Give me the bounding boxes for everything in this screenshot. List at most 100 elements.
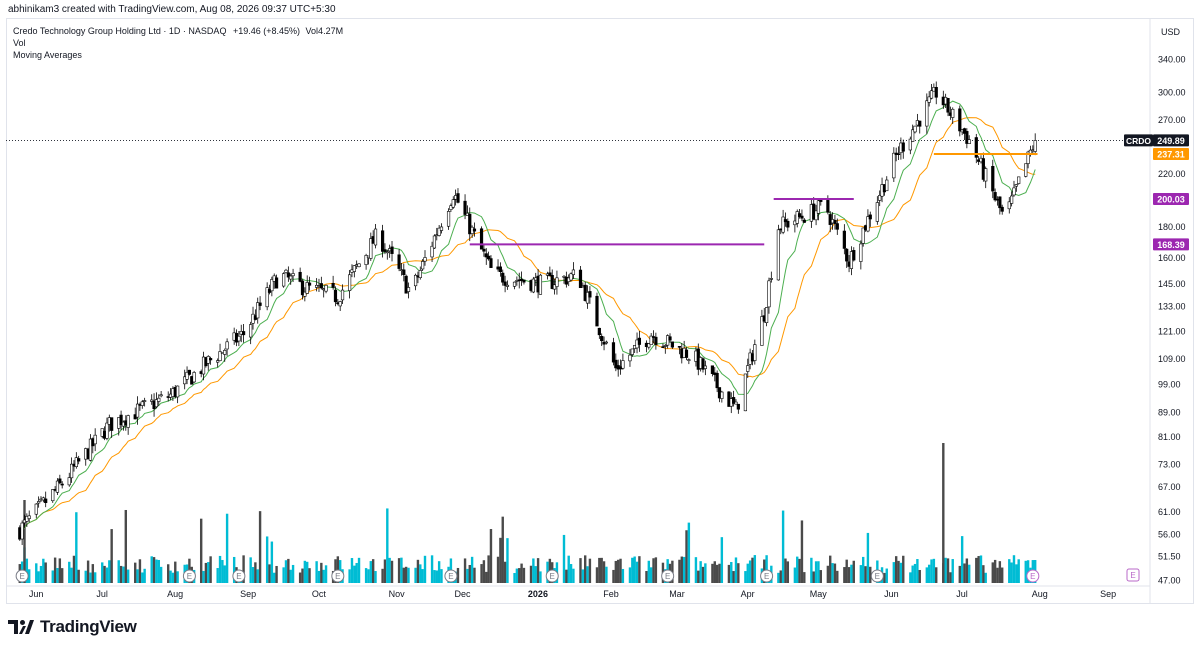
- volume-bar: [430, 555, 434, 583]
- volume-bar: [468, 564, 471, 583]
- candle-body: [588, 291, 592, 298]
- volume-bar: [60, 568, 64, 583]
- volume-bar: [744, 571, 747, 583]
- volume-bar: [77, 569, 80, 583]
- candle-body: [934, 86, 938, 98]
- y-tick-label: 89.00: [1158, 407, 1181, 417]
- candle-body: [55, 480, 60, 493]
- volume-bar: [843, 567, 846, 583]
- volume-bar: [75, 512, 78, 583]
- tradingview-brand: TradingView: [40, 617, 137, 636]
- volume-bar: [503, 561, 507, 583]
- volume-bar: [711, 563, 714, 583]
- volume-bar: [819, 570, 822, 583]
- y-tick-label: 47.00: [1158, 576, 1181, 586]
- candle-body: [225, 341, 229, 350]
- volume-bar: [122, 566, 125, 583]
- volume-bar: [159, 566, 163, 583]
- volume-bar: [463, 558, 467, 583]
- earnings-marker-label: E: [875, 572, 880, 581]
- earnings-marker-icon: [232, 569, 246, 583]
- x-tick-label: Sep: [240, 589, 256, 599]
- candle-body: [305, 282, 309, 294]
- earnings-marker-icon: [331, 569, 345, 583]
- volume-bar: [965, 558, 969, 583]
- volume-bar: [913, 563, 917, 583]
- candle-body: [265, 287, 269, 308]
- candle-body: [819, 199, 823, 202]
- price-tag-value: 237.31: [1157, 150, 1185, 160]
- x-tick-label: Jun: [29, 589, 44, 599]
- earnings-marker-icon: [15, 569, 29, 583]
- price-tag-bg: [1153, 193, 1189, 206]
- volume-bar: [831, 563, 834, 583]
- legend-main[interactable]: Credo Technology Group Holding Ltd · 1D …: [13, 26, 343, 37]
- legend-title: Credo Technology Group Holding Ltd · 1D …: [13, 26, 227, 36]
- volume-bar: [353, 565, 356, 583]
- volume-bar: [751, 557, 754, 583]
- legend-change: +19.46 (+8.45%): [232, 26, 301, 36]
- candle-body: [951, 108, 955, 118]
- y-tick-label: 180.00: [1158, 222, 1186, 232]
- legend-volume: Vol4.27M: [305, 26, 344, 36]
- y-tick-label: 160.00: [1158, 253, 1186, 263]
- volume-bar: [489, 529, 493, 583]
- candle-body: [185, 371, 189, 380]
- volume-bar: [315, 561, 318, 583]
- candle-body: [654, 336, 658, 345]
- volume-bar: [437, 561, 441, 583]
- volume-bar: [108, 560, 111, 583]
- volume-bar: [416, 559, 420, 583]
- volume-bar: [423, 555, 427, 583]
- volume-bar: [381, 568, 384, 583]
- volume-bar: [176, 571, 179, 583]
- volume-bar: [350, 558, 354, 583]
- candle-body: [814, 210, 818, 221]
- legend-ma[interactable]: Moving Averages: [13, 50, 82, 61]
- candle-body: [390, 246, 394, 254]
- candle-body: [67, 477, 71, 486]
- candle-body: [501, 272, 505, 283]
- candle-body: [687, 359, 691, 361]
- volume-bar: [765, 555, 768, 583]
- candle-body: [538, 274, 543, 295]
- upcoming-earnings-label: E: [1130, 571, 1135, 580]
- candle-body: [298, 271, 302, 282]
- volume-bar: [753, 555, 757, 583]
- legend-vol[interactable]: Vol: [13, 38, 26, 49]
- candle-body: [958, 108, 962, 132]
- candle-body: [284, 269, 288, 273]
- volume-bar: [209, 556, 212, 583]
- volume-bar: [859, 565, 863, 583]
- volume-bar: [746, 563, 749, 583]
- volume-bar: [308, 568, 311, 583]
- x-tick-label: Apr: [741, 589, 755, 599]
- volume-bar: [869, 566, 872, 583]
- volume-bar: [421, 569, 424, 583]
- candle-body: [385, 251, 389, 254]
- candle-body: [555, 277, 559, 287]
- candle-body: [918, 120, 922, 127]
- candle-body: [58, 478, 62, 484]
- volume-bar: [968, 564, 971, 583]
- candle-body: [962, 128, 967, 134]
- ma-slow-line: [19, 117, 1036, 540]
- volume-bar: [301, 568, 304, 583]
- candle-body: [835, 223, 839, 230]
- candle-body: [892, 152, 896, 179]
- y-tick-label: 99.00: [1158, 379, 1181, 389]
- volume-bar: [960, 536, 964, 583]
- candle-body: [1007, 201, 1011, 210]
- candle-body: [781, 216, 785, 233]
- volume-bar: [793, 567, 797, 583]
- volume-bar: [704, 563, 707, 583]
- candle-body: [628, 354, 632, 362]
- volume-bar: [814, 561, 818, 583]
- volume-bar: [932, 558, 936, 583]
- volume-bar: [207, 562, 210, 583]
- volume-bar: [317, 570, 321, 583]
- volume-bar: [143, 568, 146, 583]
- candle-body: [352, 265, 356, 272]
- candle-body: [482, 248, 486, 252]
